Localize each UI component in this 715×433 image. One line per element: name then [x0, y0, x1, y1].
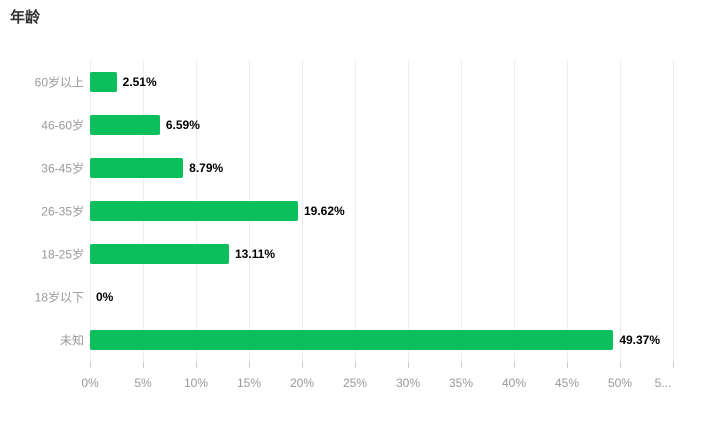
- x-axis-label: 30%: [395, 376, 421, 390]
- value-label: 2.51%: [122, 74, 157, 89]
- gridline: [620, 60, 621, 362]
- x-axis-label: 15%: [236, 376, 262, 390]
- chart-title: 年龄: [10, 9, 41, 26]
- bar[interactable]: [90, 330, 614, 351]
- bar[interactable]: [90, 71, 117, 92]
- gridline: [408, 60, 409, 362]
- axis-tick: [461, 362, 462, 368]
- axis-tick: [673, 362, 674, 368]
- bar-row: 60岁以上 2.51%: [35, 60, 673, 103]
- bar-row: 未知 49.37%: [60, 319, 673, 362]
- axis-tick: [143, 362, 144, 368]
- bar[interactable]: [90, 200, 298, 221]
- gridline: [302, 60, 303, 362]
- category-label: 26-35岁: [41, 204, 84, 219]
- bar-row: 18-25岁 13.11%: [41, 233, 673, 276]
- value-label: 8.79%: [189, 160, 224, 175]
- x-axis-label: 25%: [342, 376, 368, 390]
- x-axis-label: 5%: [134, 376, 152, 390]
- gridline: [567, 60, 568, 362]
- bar[interactable]: [90, 157, 184, 178]
- category-label: 60岁以上: [34, 75, 84, 90]
- gridline: [461, 60, 462, 362]
- x-axis-label: 35%: [448, 376, 474, 390]
- x-axis-label: 50%: [607, 376, 633, 390]
- value-label: 13.11%: [234, 247, 275, 262]
- bar-row: 18岁以下 0%: [35, 276, 673, 319]
- axis-tick: [514, 362, 515, 368]
- bar-row: 46-60岁 6.59%: [41, 103, 673, 146]
- plot-area: 0% 5% 10% 15% 20% 25% 30% 35% 40% 45% 50% 5... 60岁以…: [35, 60, 674, 390]
- x-axis-label: 0%: [81, 376, 99, 390]
- category-label: 未知: [59, 333, 84, 348]
- axis-tick: [567, 362, 568, 368]
- axis-tick: [302, 362, 303, 368]
- bar[interactable]: [90, 244, 229, 265]
- axis-tick: [408, 362, 409, 368]
- category-label: 18-25岁: [41, 247, 84, 262]
- category-label: 36-45岁: [41, 161, 84, 176]
- x-axis-label: 20%: [289, 376, 315, 390]
- value-label: 49.37%: [619, 333, 661, 348]
- gridline: [514, 60, 515, 362]
- x-axis-label: 45%: [554, 376, 580, 390]
- value-label: 19.62%: [303, 203, 345, 218]
- axis-tick: [355, 362, 356, 368]
- bar-row: 36-45岁 8.79%: [41, 146, 673, 189]
- x-axis-label: 5...: [654, 376, 672, 390]
- x-axis-label: 40%: [501, 376, 527, 390]
- bar-row: 26-35岁 19.62%: [41, 189, 673, 232]
- value-label: 0%: [96, 290, 114, 305]
- axis-tick: [196, 362, 197, 368]
- gridline: [355, 60, 356, 362]
- axis-tick: [90, 362, 91, 368]
- x-axis-label: 10%: [183, 376, 209, 390]
- bar[interactable]: [90, 114, 160, 135]
- category-label: 46-60岁: [41, 118, 84, 133]
- category-label: 18岁以下: [34, 290, 84, 305]
- value-label: 6.59%: [165, 117, 200, 132]
- axis-tick: [249, 362, 250, 368]
- axis-tick: [620, 362, 621, 368]
- gridline: [673, 60, 674, 362]
